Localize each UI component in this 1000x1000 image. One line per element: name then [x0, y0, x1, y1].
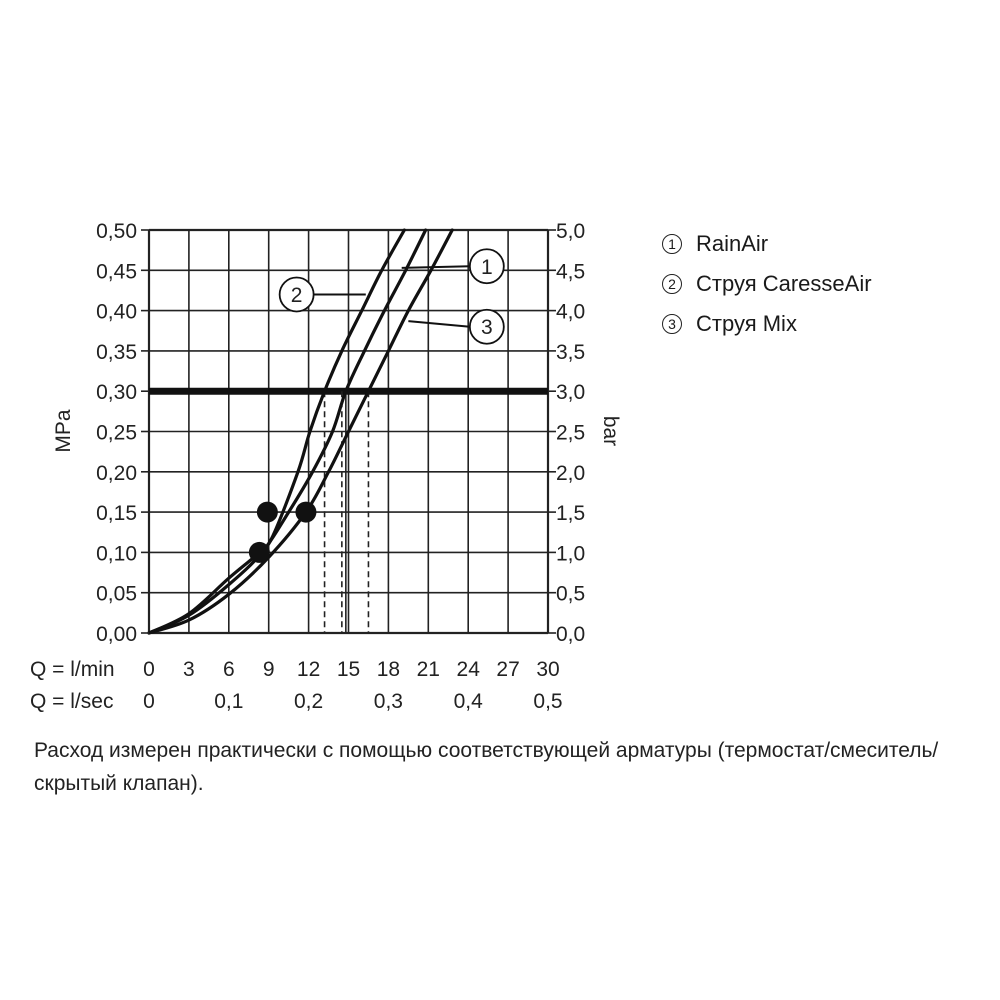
legend-label: Струя Mix: [696, 311, 797, 336]
y-right-tick-label: 2,0: [556, 462, 585, 485]
y-right-tick-label: 3,0: [556, 381, 585, 404]
legend-label: RainAir: [696, 231, 769, 256]
footnote: Расход измерен практически с помощью соо…: [34, 739, 939, 795]
y-left-tick-label: 0,05: [96, 583, 137, 606]
x-lsec-tick-label: 0,4: [454, 690, 484, 713]
legend-item: 1 RainAir: [662, 224, 872, 264]
y-right-tick-label: 4,0: [556, 301, 585, 324]
leader-line: [401, 265, 470, 269]
x-lmin-tick-label: 3: [183, 658, 195, 681]
legend-item: 3 Струя Mix: [662, 304, 872, 344]
x-lmin-tick-label: 0: [143, 658, 155, 681]
legend-number-badge: 2: [662, 274, 682, 294]
y-right-axis-title: bar: [599, 416, 622, 446]
y-left-tick-label: 0,45: [96, 260, 137, 283]
data-markers: [248, 501, 317, 563]
legend-item: 2 Струя CaresseAir: [662, 264, 872, 304]
y-right-tick-label: 1,5: [556, 502, 585, 525]
x-lmin-tick-label: 12: [297, 658, 320, 681]
y-left-tick-label: 0,50: [96, 220, 137, 243]
y-right-tick-label: 1,0: [556, 542, 585, 565]
curve-label-circle: [468, 248, 505, 285]
series-line-1: [147, 228, 428, 635]
curve-label-number: 2: [291, 284, 303, 307]
series-line-2: [147, 228, 406, 635]
data-point-marker: [295, 501, 317, 523]
drop-lines: [323, 391, 370, 633]
data-point-marker: [256, 501, 278, 523]
y-left-tick-label: 0,40: [96, 301, 137, 324]
y-left-tick-label: 0,00: [96, 623, 137, 646]
x-lsec-tick-label: 0,2: [294, 690, 323, 713]
x-lsec-tick-label: 0: [143, 690, 155, 713]
y-left-tick-label: 0,10: [96, 542, 137, 565]
y-left-tick-label: 0,20: [96, 462, 137, 485]
leader-line: [408, 320, 470, 328]
x-lmin-tick-label: 21: [417, 658, 440, 681]
x-lsec-tick-label: 0,1: [214, 690, 243, 713]
axis-ticks: 0,000,050,100,150,200,250,300,350,400,45…: [30, 220, 585, 713]
x-lmin-tick-label: 18: [377, 658, 400, 681]
y-right-tick-label: 5,0: [556, 220, 585, 243]
x-lmin-tick-label: 15: [337, 658, 360, 681]
series-line-3: [147, 228, 454, 635]
legend: 1 RainAir 2 Струя CaresseAir 3 Струя Mix: [662, 224, 872, 344]
y-left-tick-label: 0,30: [96, 381, 137, 404]
curve-label-circle: [278, 276, 315, 313]
series-curves: [147, 228, 454, 635]
x-lsec-tick-label: 0,3: [374, 690, 403, 713]
y-right-tick-label: 2,5: [556, 422, 585, 445]
legend-number-badge: 3: [662, 314, 682, 334]
y-right-tick-label: 0,5: [556, 583, 585, 606]
legend-label: Струя CaresseAir: [696, 271, 872, 296]
y-right-tick-label: 4,5: [556, 260, 585, 283]
y-left-axis-title: MPa: [52, 409, 75, 453]
y-left-tick-label: 0,25: [96, 422, 137, 445]
curve-label-number: 1: [481, 256, 493, 279]
x-lsec-tick-label: 0,5: [533, 690, 562, 713]
y-left-tick-label: 0,35: [96, 341, 137, 364]
x-lmin-tick-label: 27: [496, 658, 519, 681]
data-point-marker: [248, 541, 270, 563]
x-lsec-axis-label: Q = l/sec: [30, 690, 113, 713]
y-right-tick-label: 3,5: [556, 341, 585, 364]
x-lmin-tick-label: 6: [223, 658, 235, 681]
legend-number-badge: 1: [662, 234, 682, 254]
x-lmin-axis-label: Q = l/min: [30, 658, 115, 681]
curve-label-circle: [468, 308, 505, 345]
x-lmin-tick-label: 30: [536, 658, 559, 681]
y-left-tick-label: 0,15: [96, 502, 137, 525]
curve-label-number: 3: [481, 316, 493, 339]
x-lmin-tick-label: 9: [263, 658, 275, 681]
curve-labels: 1 2 3: [278, 248, 505, 345]
x-lmin-tick-label: 24: [457, 658, 481, 681]
y-right-tick-label: 0,0: [556, 623, 585, 646]
